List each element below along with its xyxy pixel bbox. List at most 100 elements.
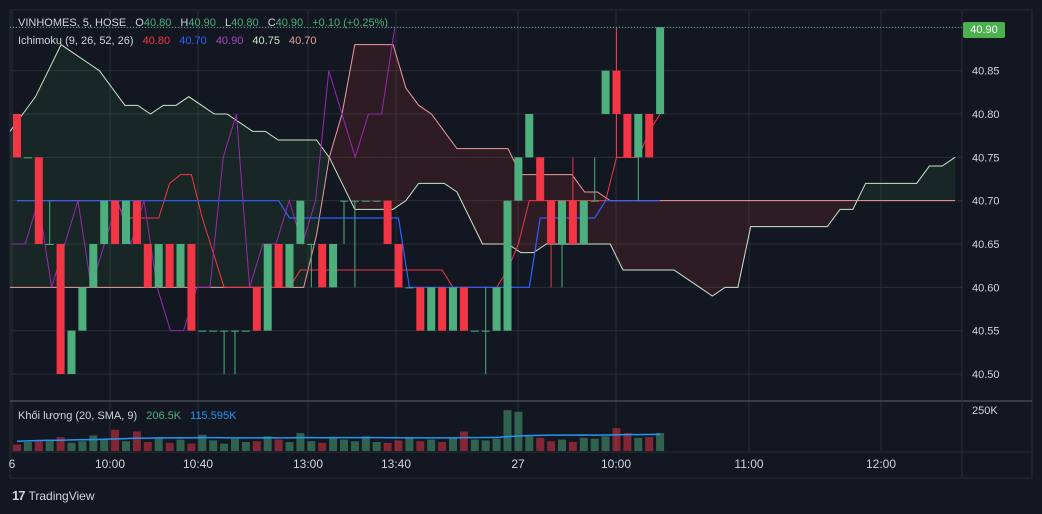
- volume-bar: [122, 441, 130, 451]
- candle-body: [416, 287, 425, 331]
- candle-body: [514, 157, 523, 201]
- kumo-cloud-segment: [891, 183, 904, 201]
- volume-bar: [307, 441, 316, 451]
- volume-bar: [383, 442, 392, 451]
- candle-body: [154, 244, 163, 288]
- x-tick-label: 10:40: [183, 457, 213, 471]
- branding-label: TradingView: [28, 488, 95, 503]
- volume-sma-line: [16, 433, 661, 442]
- candle-body: [372, 200, 381, 202]
- candle-body: [470, 330, 479, 332]
- kumo-cloud-segment: [725, 200, 738, 288]
- kumo-cloud-segment: [610, 200, 623, 270]
- volume-bar: [481, 440, 490, 451]
- tenkan-value: 40.80: [142, 35, 171, 47]
- volume-bar: [45, 439, 54, 451]
- kumo-cloud-segment: [699, 200, 713, 296]
- candle-body: [601, 70, 610, 114]
- kumo-cloud-segment: [252, 131, 266, 288]
- kumo-cloud-segment: [188, 96, 202, 288]
- volume-bar: [154, 437, 163, 451]
- volume-bar: [209, 440, 218, 451]
- candle-body: [220, 330, 229, 332]
- kumo-cloud-segment: [354, 44, 368, 210]
- volume-bar: [612, 428, 621, 451]
- indicator-name: Ichimoku (9, 26, 52, 26): [18, 35, 134, 47]
- branding[interactable]: 17 TradingView: [12, 488, 95, 503]
- candle-body: [318, 244, 327, 288]
- candle-body: [241, 330, 250, 332]
- candle-body: [274, 244, 283, 288]
- kumo-cloud-segment: [750, 200, 764, 227]
- kumo-cloud-segment: [150, 105, 164, 288]
- ohlc-legend: VINHOMES, 5, HOSE O40.80 H40.90 L40.80 C…: [18, 17, 388, 29]
- kumo-cloud-segment: [788, 200, 802, 227]
- candle-body: [78, 287, 87, 331]
- kumo-cloud-segment: [456, 148, 470, 218]
- kumo-cloud-segment: [163, 105, 177, 288]
- volume-bar: [56, 437, 65, 451]
- kumo-cloud-segment: [520, 174, 534, 253]
- kumo-cloud-segment: [342, 44, 355, 210]
- kumo-cloud-segment: [635, 200, 649, 270]
- y-tick-label: 40.85: [972, 66, 1000, 78]
- volume-bar: [274, 439, 283, 451]
- kumo-cloud-segment: [124, 105, 138, 288]
- kumo-cloud-segment: [201, 105, 215, 288]
- volume-bar: [285, 442, 294, 451]
- candle-body: [459, 287, 468, 331]
- kumo-cloud-segment: [776, 200, 789, 227]
- kumo-cloud-segment: [380, 44, 394, 210]
- y-tick-label: 40.80: [972, 109, 1000, 121]
- senkou-span-a-line: [9, 43, 956, 297]
- volume-bar: [470, 439, 479, 451]
- candle-body: [361, 200, 370, 202]
- y-tick-label: 40.50: [972, 369, 1000, 381]
- kumo-cloud-segment: [929, 166, 943, 201]
- candle-body: [427, 287, 436, 331]
- kumo-cloud-segment: [444, 131, 457, 192]
- ichimoku-legend[interactable]: Ichimoku (9, 26, 52, 26) 40.80 40.70 40.…: [18, 35, 317, 47]
- volume-bar: [492, 438, 501, 451]
- candle-body: [100, 200, 109, 244]
- volume-bar: [547, 441, 556, 451]
- volume-bar: [634, 437, 643, 451]
- x-tick-label: 10:00: [95, 457, 125, 471]
- kumo-cloud-segment: [86, 62, 100, 288]
- candle-body: [449, 287, 457, 331]
- span-b-value: 40.70: [289, 35, 317, 47]
- candle-body: [132, 200, 141, 244]
- candle-body: [252, 287, 261, 331]
- candle-body: [285, 244, 294, 288]
- kumo-cloud-segment: [597, 192, 611, 244]
- y-tick-label: 40.55: [972, 326, 1000, 338]
- candle-body: [198, 330, 207, 332]
- y-tick-label: 40.75: [972, 152, 1000, 164]
- open-value: 40.80: [143, 17, 172, 29]
- kumo-cloud-segment: [48, 44, 62, 288]
- candle-body: [383, 200, 392, 244]
- kumo-cloud-segment: [303, 140, 317, 288]
- volume-bar: [340, 439, 348, 451]
- kumo-cloud-segment: [239, 122, 253, 288]
- volume-bar: [220, 443, 229, 451]
- volume-bar: [176, 439, 185, 451]
- volume-bar: [394, 440, 403, 451]
- volume-bar: [405, 437, 414, 451]
- candle-body: [111, 200, 120, 244]
- volume-bar: [438, 442, 447, 451]
- candle-body: [492, 287, 501, 331]
- candle-body: [329, 244, 338, 288]
- change-value: +0.10 (+0.25%): [312, 17, 389, 29]
- candle-body: [634, 114, 643, 158]
- candle-body: [231, 330, 239, 332]
- candle-body: [394, 244, 403, 288]
- volume-bar: [372, 442, 381, 451]
- volume-bar: [318, 442, 327, 451]
- volume-tick-label: 250K: [972, 405, 998, 417]
- kumo-cloud-segment: [22, 96, 36, 288]
- volume-legend[interactable]: Khối lượng (20, SMA, 9) 206.5K 115.595K: [18, 410, 236, 422]
- volume-label: Khối lượng (20, SMA, 9): [18, 410, 138, 422]
- y-tick-label: 40.60: [972, 282, 1000, 294]
